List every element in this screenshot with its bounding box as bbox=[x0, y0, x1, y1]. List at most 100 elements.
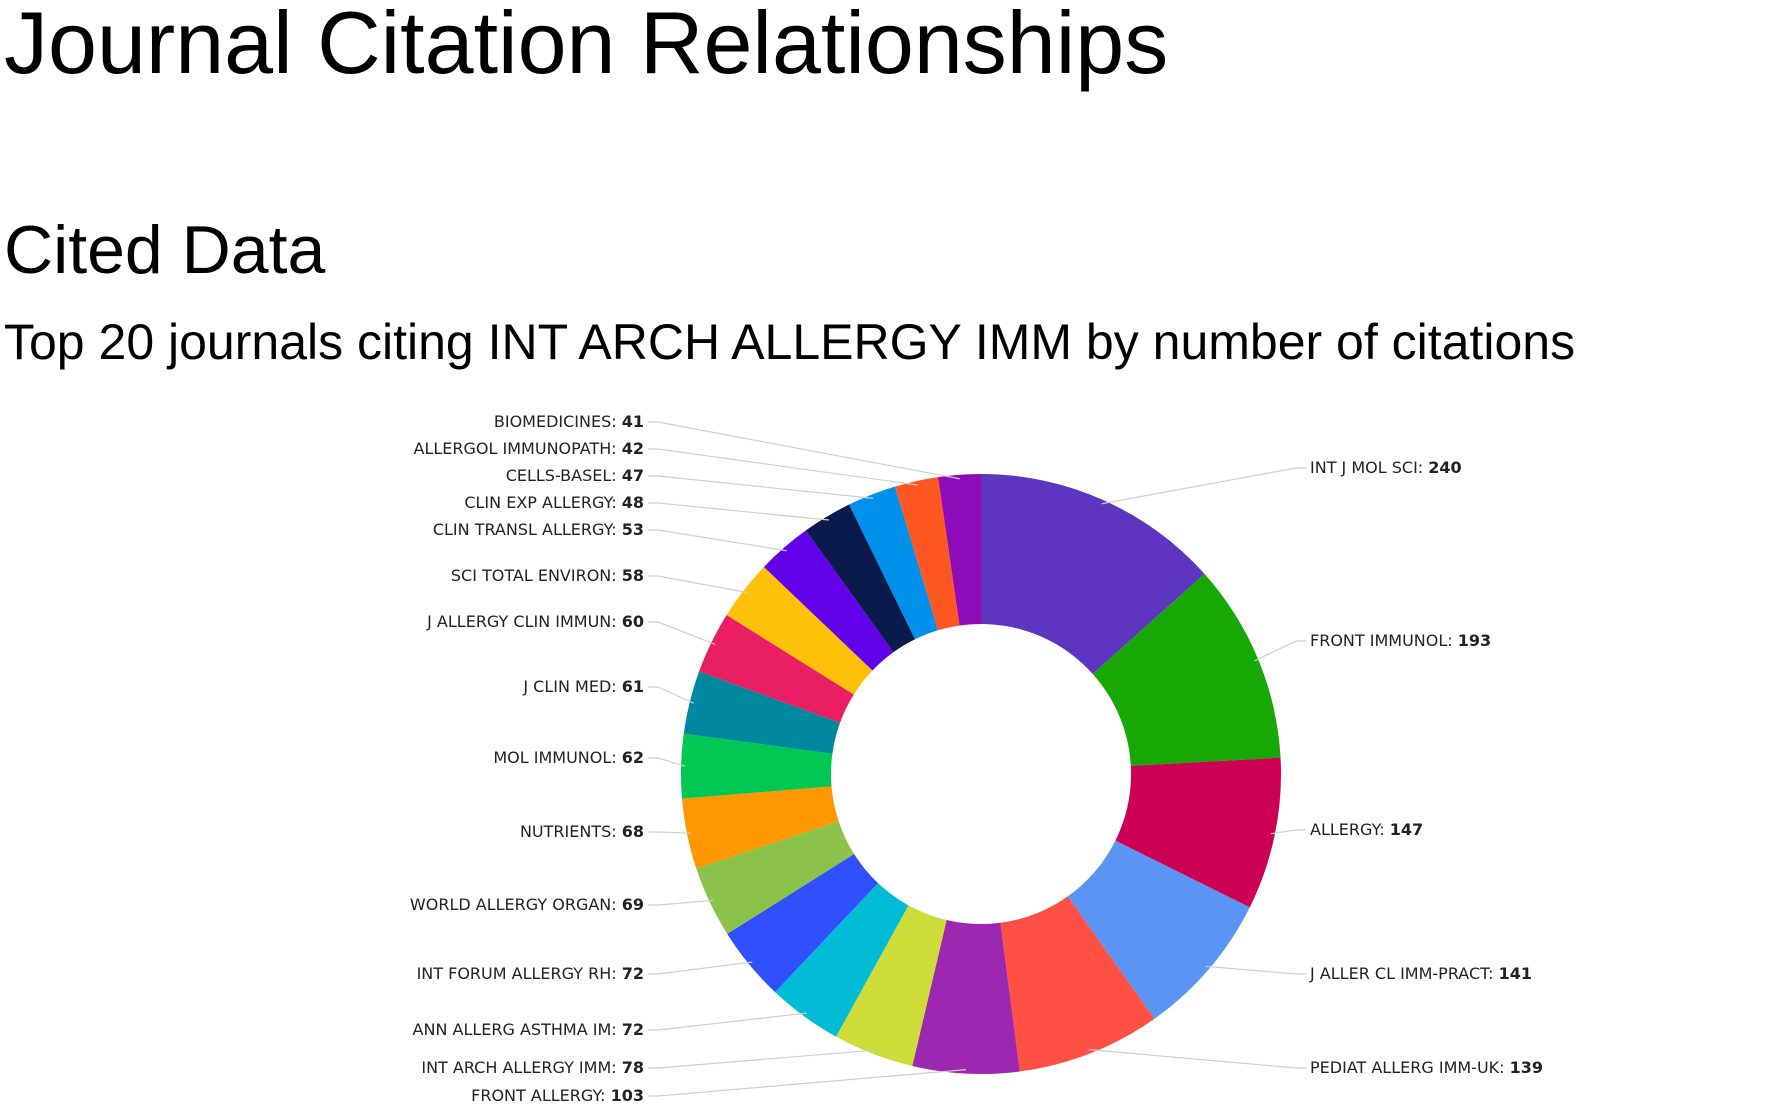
slice-label: SCI TOTAL ENVIRON: 58 bbox=[451, 566, 644, 585]
leader-line bbox=[1254, 640, 1306, 662]
slice-label-value: 41 bbox=[622, 412, 644, 431]
slice-label: PEDIAT ALLERG IMM-UK: 139 bbox=[1310, 1058, 1543, 1077]
slice-label-name: ALLERGOL IMMUNOPATH: bbox=[414, 439, 622, 458]
slice-allergy[interactable] bbox=[1115, 757, 1282, 908]
leader-line bbox=[648, 757, 686, 767]
slice-label-name: CLIN TRANSL ALLERGY: bbox=[433, 520, 622, 539]
slice-label: CLIN EXP ALLERGY: 48 bbox=[464, 493, 644, 512]
slice-label-name: WORLD ALLERGY ORGAN: bbox=[410, 895, 622, 914]
leader-line bbox=[1205, 965, 1306, 975]
slice-label-value: 47 bbox=[622, 466, 644, 485]
slice-label-name: J ALLER CL IMM-PRACT: bbox=[1309, 964, 1499, 983]
slice-int-arch-allergy-imm[interactable] bbox=[836, 905, 947, 1067]
slice-cells-basel[interactable] bbox=[849, 486, 939, 640]
slice-label-value: 62 bbox=[622, 748, 644, 767]
slice-label: J ALLER CL IMM-PRACT: 141 bbox=[1309, 964, 1532, 983]
slice-label-name: ALLERGY: bbox=[1310, 820, 1390, 839]
slice-label: INT ARCH ALLERGY IMM: 78 bbox=[421, 1058, 644, 1077]
leader-line bbox=[648, 686, 694, 704]
leader-line bbox=[648, 1049, 875, 1069]
slice-label-value: 61 bbox=[622, 677, 644, 696]
slice-label-value: 141 bbox=[1499, 964, 1532, 983]
slice-label-name: BIOMEDICINES: bbox=[494, 412, 622, 431]
slice-clin-transl-allergy[interactable] bbox=[763, 530, 894, 671]
slice-label-name: FRONT ALLERGY: bbox=[471, 1086, 610, 1105]
leader-line bbox=[648, 448, 918, 486]
slice-sci-total-environ[interactable] bbox=[726, 566, 873, 695]
slice-label-value: 53 bbox=[622, 520, 644, 539]
slice-label-value: 147 bbox=[1390, 820, 1423, 839]
slice-label-name: SCI TOTAL ENVIRON: bbox=[451, 566, 622, 585]
leader-line bbox=[648, 899, 714, 906]
slice-label: ALLERGOL IMMUNOPATH: 42 bbox=[414, 439, 644, 458]
leader-line bbox=[1270, 829, 1306, 835]
slice-label: NUTRIENTS: 68 bbox=[520, 822, 644, 841]
slice-label-value: 72 bbox=[622, 964, 644, 983]
slice-pediat-allerg-imm-uk[interactable] bbox=[1000, 896, 1155, 1072]
slice-label-value: 68 bbox=[622, 822, 644, 841]
leader-line bbox=[1101, 467, 1306, 505]
leader-line bbox=[648, 1069, 967, 1097]
slice-label-value: 103 bbox=[611, 1086, 644, 1105]
slice-label-name: INT FORUM ALLERGY RH: bbox=[417, 964, 622, 983]
slice-label-name: PEDIAT ALLERG IMM-UK: bbox=[1310, 1058, 1510, 1077]
slice-j-aller-cl-imm-pract[interactable] bbox=[1067, 840, 1250, 1019]
slice-front-allergy[interactable] bbox=[912, 920, 1020, 1074]
slice-mol-immunol[interactable] bbox=[681, 733, 833, 799]
leader-line bbox=[648, 421, 960, 480]
slice-label-name: CELLS-BASEL: bbox=[506, 466, 622, 485]
labels-group: INT J MOL SCI: 240 FRONT IMMUNOL: 193 ALLE… bbox=[410, 412, 1543, 1105]
slice-allergol-immunopath[interactable] bbox=[895, 477, 960, 631]
leader-line bbox=[1088, 1049, 1306, 1069]
slice-front-immunol[interactable] bbox=[1092, 573, 1281, 766]
leader-line bbox=[648, 529, 787, 552]
page-title: Journal Citation Relationships bbox=[4, 0, 1169, 92]
slice-world-allergy-organ[interactable] bbox=[696, 821, 855, 934]
slice-label: INT FORUM ALLERGY RH: 72 bbox=[417, 964, 644, 983]
slice-label-name: INT J MOL SCI: bbox=[1310, 458, 1428, 477]
slice-int-j-mol-sci[interactable] bbox=[981, 474, 1205, 674]
slice-biomedicines[interactable] bbox=[938, 474, 981, 626]
leader-line bbox=[648, 961, 753, 975]
slice-label: J CLIN MED: 61 bbox=[522, 677, 644, 696]
slice-label: CELLS-BASEL: 47 bbox=[506, 466, 644, 485]
slice-label-name: NUTRIENTS: bbox=[520, 822, 622, 841]
slice-label: ANN ALLERG ASTHMA IM: 72 bbox=[413, 1020, 644, 1039]
slice-label-value: 42 bbox=[622, 439, 644, 458]
leader-line bbox=[648, 621, 716, 645]
slice-j-clin-med[interactable] bbox=[683, 671, 841, 754]
leader-line bbox=[648, 1012, 807, 1031]
slice-label-value: 72 bbox=[622, 1020, 644, 1039]
slice-label-value: 48 bbox=[622, 493, 644, 512]
slice-label-name: INT ARCH ALLERGY IMM: bbox=[421, 1058, 621, 1077]
slice-label-value: 240 bbox=[1428, 458, 1461, 477]
slice-label-value: 78 bbox=[622, 1058, 644, 1077]
slice-label: MOL IMMUNOL: 62 bbox=[493, 748, 644, 767]
slice-label-value: 58 bbox=[622, 566, 644, 585]
slice-label-value: 60 bbox=[622, 612, 644, 631]
slice-label: WORLD ALLERGY ORGAN: 69 bbox=[410, 895, 644, 914]
slice-label-name: ANN ALLERG ASTHMA IM: bbox=[413, 1020, 622, 1039]
slice-ann-allerg-asthma-im[interactable] bbox=[775, 883, 909, 1037]
slice-label: FRONT ALLERGY: 103 bbox=[471, 1086, 644, 1105]
slice-label-name: J CLIN MED: bbox=[522, 677, 621, 696]
slice-label: CLIN TRANSL ALLERGY: 53 bbox=[433, 520, 644, 539]
leader-line bbox=[648, 831, 692, 834]
slice-int-forum-allergy-rh[interactable] bbox=[727, 853, 879, 993]
leader-line bbox=[648, 475, 874, 499]
slice-label-value: 69 bbox=[622, 895, 644, 914]
slice-label-value: 193 bbox=[1458, 631, 1491, 650]
slice-label-name: FRONT IMMUNOL: bbox=[1310, 631, 1458, 650]
leader-lines-group bbox=[648, 421, 1306, 1097]
chart-title: Top 20 journals citing INT ARCH ALLERGY … bbox=[4, 314, 1576, 370]
slice-label-name: J ALLERGY CLIN IMMUN: bbox=[426, 612, 622, 631]
slice-label-name: CLIN EXP ALLERGY: bbox=[464, 493, 621, 512]
slice-clin-exp-allergy[interactable] bbox=[805, 504, 916, 653]
slice-label: BIOMEDICINES: 41 bbox=[494, 412, 644, 431]
slice-nutrients[interactable] bbox=[682, 786, 839, 869]
leader-line bbox=[648, 575, 748, 594]
slice-label: ALLERGY: 147 bbox=[1310, 820, 1423, 839]
slice-label-name: MOL IMMUNOL: bbox=[493, 748, 621, 767]
slice-j-allergy-clin-immun[interactable] bbox=[699, 614, 854, 723]
